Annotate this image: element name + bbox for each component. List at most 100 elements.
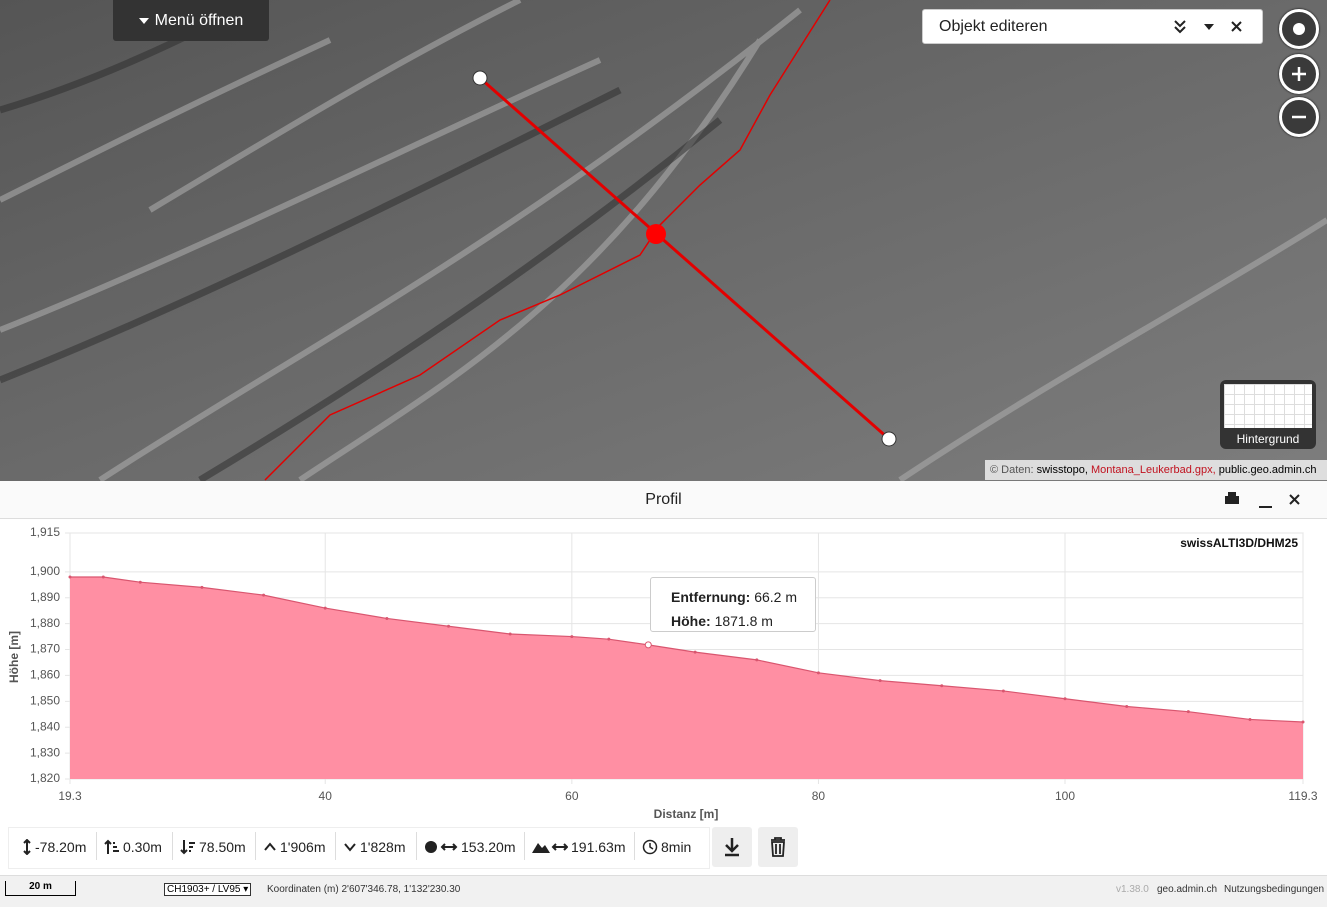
background-selector[interactable]: Hintergrund: [1220, 380, 1316, 449]
y-tick-label: 1,820: [30, 771, 60, 785]
chart-source: swissALTI3D/DHM25: [1180, 536, 1298, 550]
profile-point: [570, 635, 574, 639]
coordinates: Koordinaten (m) 2'607'346.78, 1'132'230.…: [267, 884, 461, 895]
x-tick-label: 19.3: [58, 789, 82, 803]
attribution-source[interactable]: public.geo.admin.ch: [1218, 464, 1317, 476]
stat-value: 0.30m: [123, 839, 162, 855]
profile-point: [816, 671, 820, 675]
stat-value: -78.20m: [35, 839, 87, 855]
edit-controls[interactable]: [1172, 17, 1262, 37]
hover-point: [644, 641, 652, 649]
caret-icon: [138, 17, 149, 24]
stat-value: 1'828m: [360, 839, 406, 855]
profile-point: [138, 580, 142, 584]
icon: [264, 842, 276, 851]
y-axis-label: Höhe [m]: [7, 631, 21, 683]
y-tick-label: 1,860: [30, 668, 60, 682]
icon: [642, 839, 658, 855]
stats-bar: [8, 827, 710, 869]
separator: [416, 832, 417, 860]
profile-controls[interactable]: [1222, 491, 1312, 509]
footer-link[interactable]: Nutzungsbedingungen: [1224, 884, 1325, 895]
footer-link[interactable]: geo.admin.ch: [1157, 884, 1218, 895]
icon: [532, 843, 568, 853]
y-tick-label: 1,840: [30, 719, 60, 733]
projection-label: CH1903+ / LV95: [167, 884, 241, 895]
profile-point: [1248, 717, 1252, 721]
x-axis-label: Distanz [m]: [654, 807, 719, 821]
download-button[interactable]: [712, 827, 752, 867]
y-tick-label: 1,870: [30, 642, 60, 656]
y-tick-label: 1,890: [30, 590, 60, 604]
x-tick-label: 100: [1055, 789, 1075, 803]
x-tick-label: 119.3: [1288, 789, 1317, 803]
tooltip-value: 1871.8 m: [714, 613, 773, 629]
stat-value: 8min: [661, 839, 692, 855]
profile-point: [1063, 697, 1067, 701]
menu-button[interactable]: Menü öffnen: [113, 0, 269, 41]
projection-select[interactable]: CH1903+ / LV95 ▾: [164, 883, 252, 896]
x-tick-label: 80: [812, 789, 826, 803]
profile-point: [101, 575, 105, 579]
icon: [104, 839, 119, 854]
background-label: Hintergrund: [1236, 432, 1300, 446]
y-tick-label: 1,850: [30, 693, 60, 707]
edit-title: Objekt editeren: [939, 17, 1048, 35]
profile-point: [68, 575, 72, 579]
stat-value: 78.50m: [199, 839, 246, 855]
tooltip-value: 66.2 m: [754, 589, 798, 605]
separator: [335, 832, 336, 860]
stat-value: 191.63m: [571, 839, 626, 855]
separator: [172, 832, 173, 860]
delete-button[interactable]: [758, 827, 798, 867]
icon: [344, 843, 356, 852]
stat-value: 153.20m: [461, 839, 516, 855]
profile-point: [940, 684, 944, 688]
profile-point: [878, 679, 882, 683]
profile-point: [755, 658, 759, 662]
profile-point: [1001, 689, 1005, 693]
profile-chart: swissALTI3D/DHM25 Distanz [m] Höhe [m] 1…: [7, 525, 1318, 821]
profile-point: [385, 616, 389, 620]
attribution: © Daten: swisstopo, Montana_Leukerbad.gp…: [985, 460, 1327, 480]
profile-point: [200, 585, 204, 589]
profile-point: [607, 637, 611, 641]
zoom-in-button[interactable]: [1279, 54, 1319, 94]
profile-point: [1301, 720, 1305, 724]
profile-title: Profil: [645, 491, 682, 508]
y-tick-label: 1,900: [30, 564, 60, 578]
stat-value: 1'906m: [280, 839, 326, 855]
edit-panel[interactable]: Objekt editeren: [922, 9, 1263, 44]
profile-point: [508, 632, 512, 636]
x-tick-label: 60: [565, 789, 579, 803]
version: v1.38.0: [1116, 884, 1149, 895]
y-tick-label: 1,830: [30, 745, 60, 759]
zoom-out-button[interactable]: [1279, 97, 1319, 137]
tooltip-key: Entfernung:: [671, 589, 751, 605]
profile-point: [447, 624, 451, 628]
profile-point: [1125, 704, 1129, 708]
attribution-source[interactable]: swisstopo,: [1036, 464, 1088, 476]
profile-point: [262, 593, 266, 597]
scale-label: 20 m: [29, 881, 52, 892]
map[interactable]: [0, 0, 1327, 481]
menu-label: Menü öffnen: [154, 11, 244, 29]
separator: [96, 832, 97, 860]
icon: [23, 839, 31, 855]
profile-point: [1186, 710, 1190, 714]
icon: [180, 840, 195, 855]
tooltip: Entfernung: 66.2 m Höhe: 1871.8 m: [650, 577, 816, 632]
scale-bar: 20 m: [5, 881, 76, 896]
attribution-source[interactable]: Montana_Leukerbad.gpx,: [1090, 464, 1216, 476]
geolocation-button[interactable]: [1279, 9, 1319, 49]
separator: [524, 832, 525, 860]
y-tick-label: 1,880: [30, 616, 60, 630]
x-tick-label: 40: [319, 789, 333, 803]
background-thumbnail: [1224, 384, 1312, 428]
profile-header: Profil: [0, 481, 1327, 519]
area-fill: [70, 577, 1303, 779]
icon: [425, 841, 458, 853]
profile-point: [323, 606, 327, 610]
separator: [255, 832, 256, 860]
